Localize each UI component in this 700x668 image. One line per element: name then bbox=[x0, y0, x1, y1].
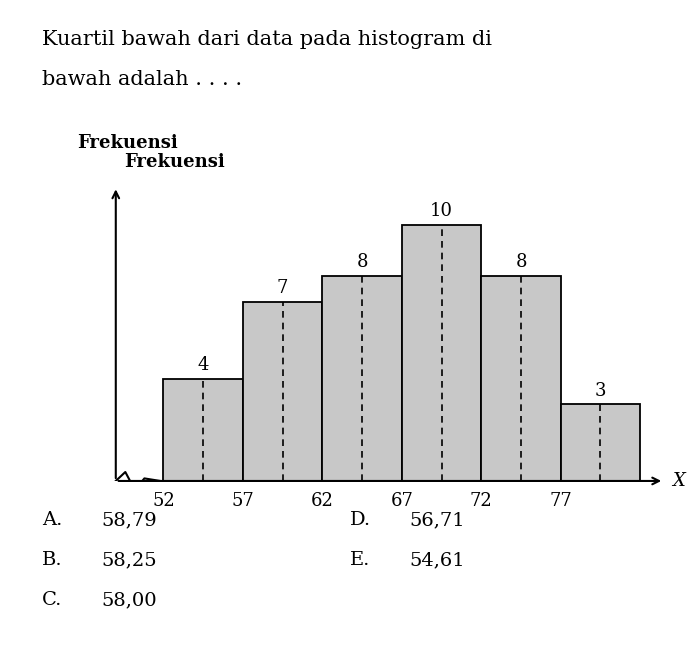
Text: 3: 3 bbox=[595, 381, 606, 399]
Text: 77: 77 bbox=[550, 492, 572, 510]
Text: bawah adalah . . . .: bawah adalah . . . . bbox=[42, 70, 242, 89]
Text: D.: D. bbox=[350, 511, 371, 529]
Bar bbox=[561, 404, 640, 481]
Text: 54,61: 54,61 bbox=[410, 551, 465, 569]
Text: 58,25: 58,25 bbox=[102, 551, 157, 569]
Text: Frekuensi: Frekuensi bbox=[77, 134, 178, 152]
Text: 10: 10 bbox=[430, 202, 453, 220]
Text: 67: 67 bbox=[391, 492, 413, 510]
Text: 52: 52 bbox=[152, 492, 175, 510]
Text: C.: C. bbox=[42, 591, 62, 609]
Text: 56,71: 56,71 bbox=[410, 511, 465, 529]
Text: 8: 8 bbox=[356, 253, 368, 271]
Text: X: X bbox=[672, 472, 685, 490]
Text: 62: 62 bbox=[311, 492, 334, 510]
Text: 8: 8 bbox=[515, 253, 527, 271]
Text: 4: 4 bbox=[197, 356, 209, 374]
Bar bbox=[323, 276, 402, 481]
Bar bbox=[402, 225, 482, 481]
Text: 58,79: 58,79 bbox=[102, 511, 158, 529]
Text: 7: 7 bbox=[277, 279, 288, 297]
Text: 58,00: 58,00 bbox=[102, 591, 157, 609]
Text: E.: E. bbox=[350, 551, 370, 569]
Text: 72: 72 bbox=[470, 492, 493, 510]
Bar bbox=[164, 379, 243, 481]
Text: Kuartil bawah dari data pada histogram di: Kuartil bawah dari data pada histogram d… bbox=[42, 30, 492, 49]
Text: 57: 57 bbox=[232, 492, 254, 510]
Bar bbox=[243, 302, 323, 481]
Text: B.: B. bbox=[42, 551, 62, 569]
Bar bbox=[482, 276, 561, 481]
Text: A.: A. bbox=[42, 511, 62, 529]
Text: Frekuensi: Frekuensi bbox=[124, 153, 225, 171]
